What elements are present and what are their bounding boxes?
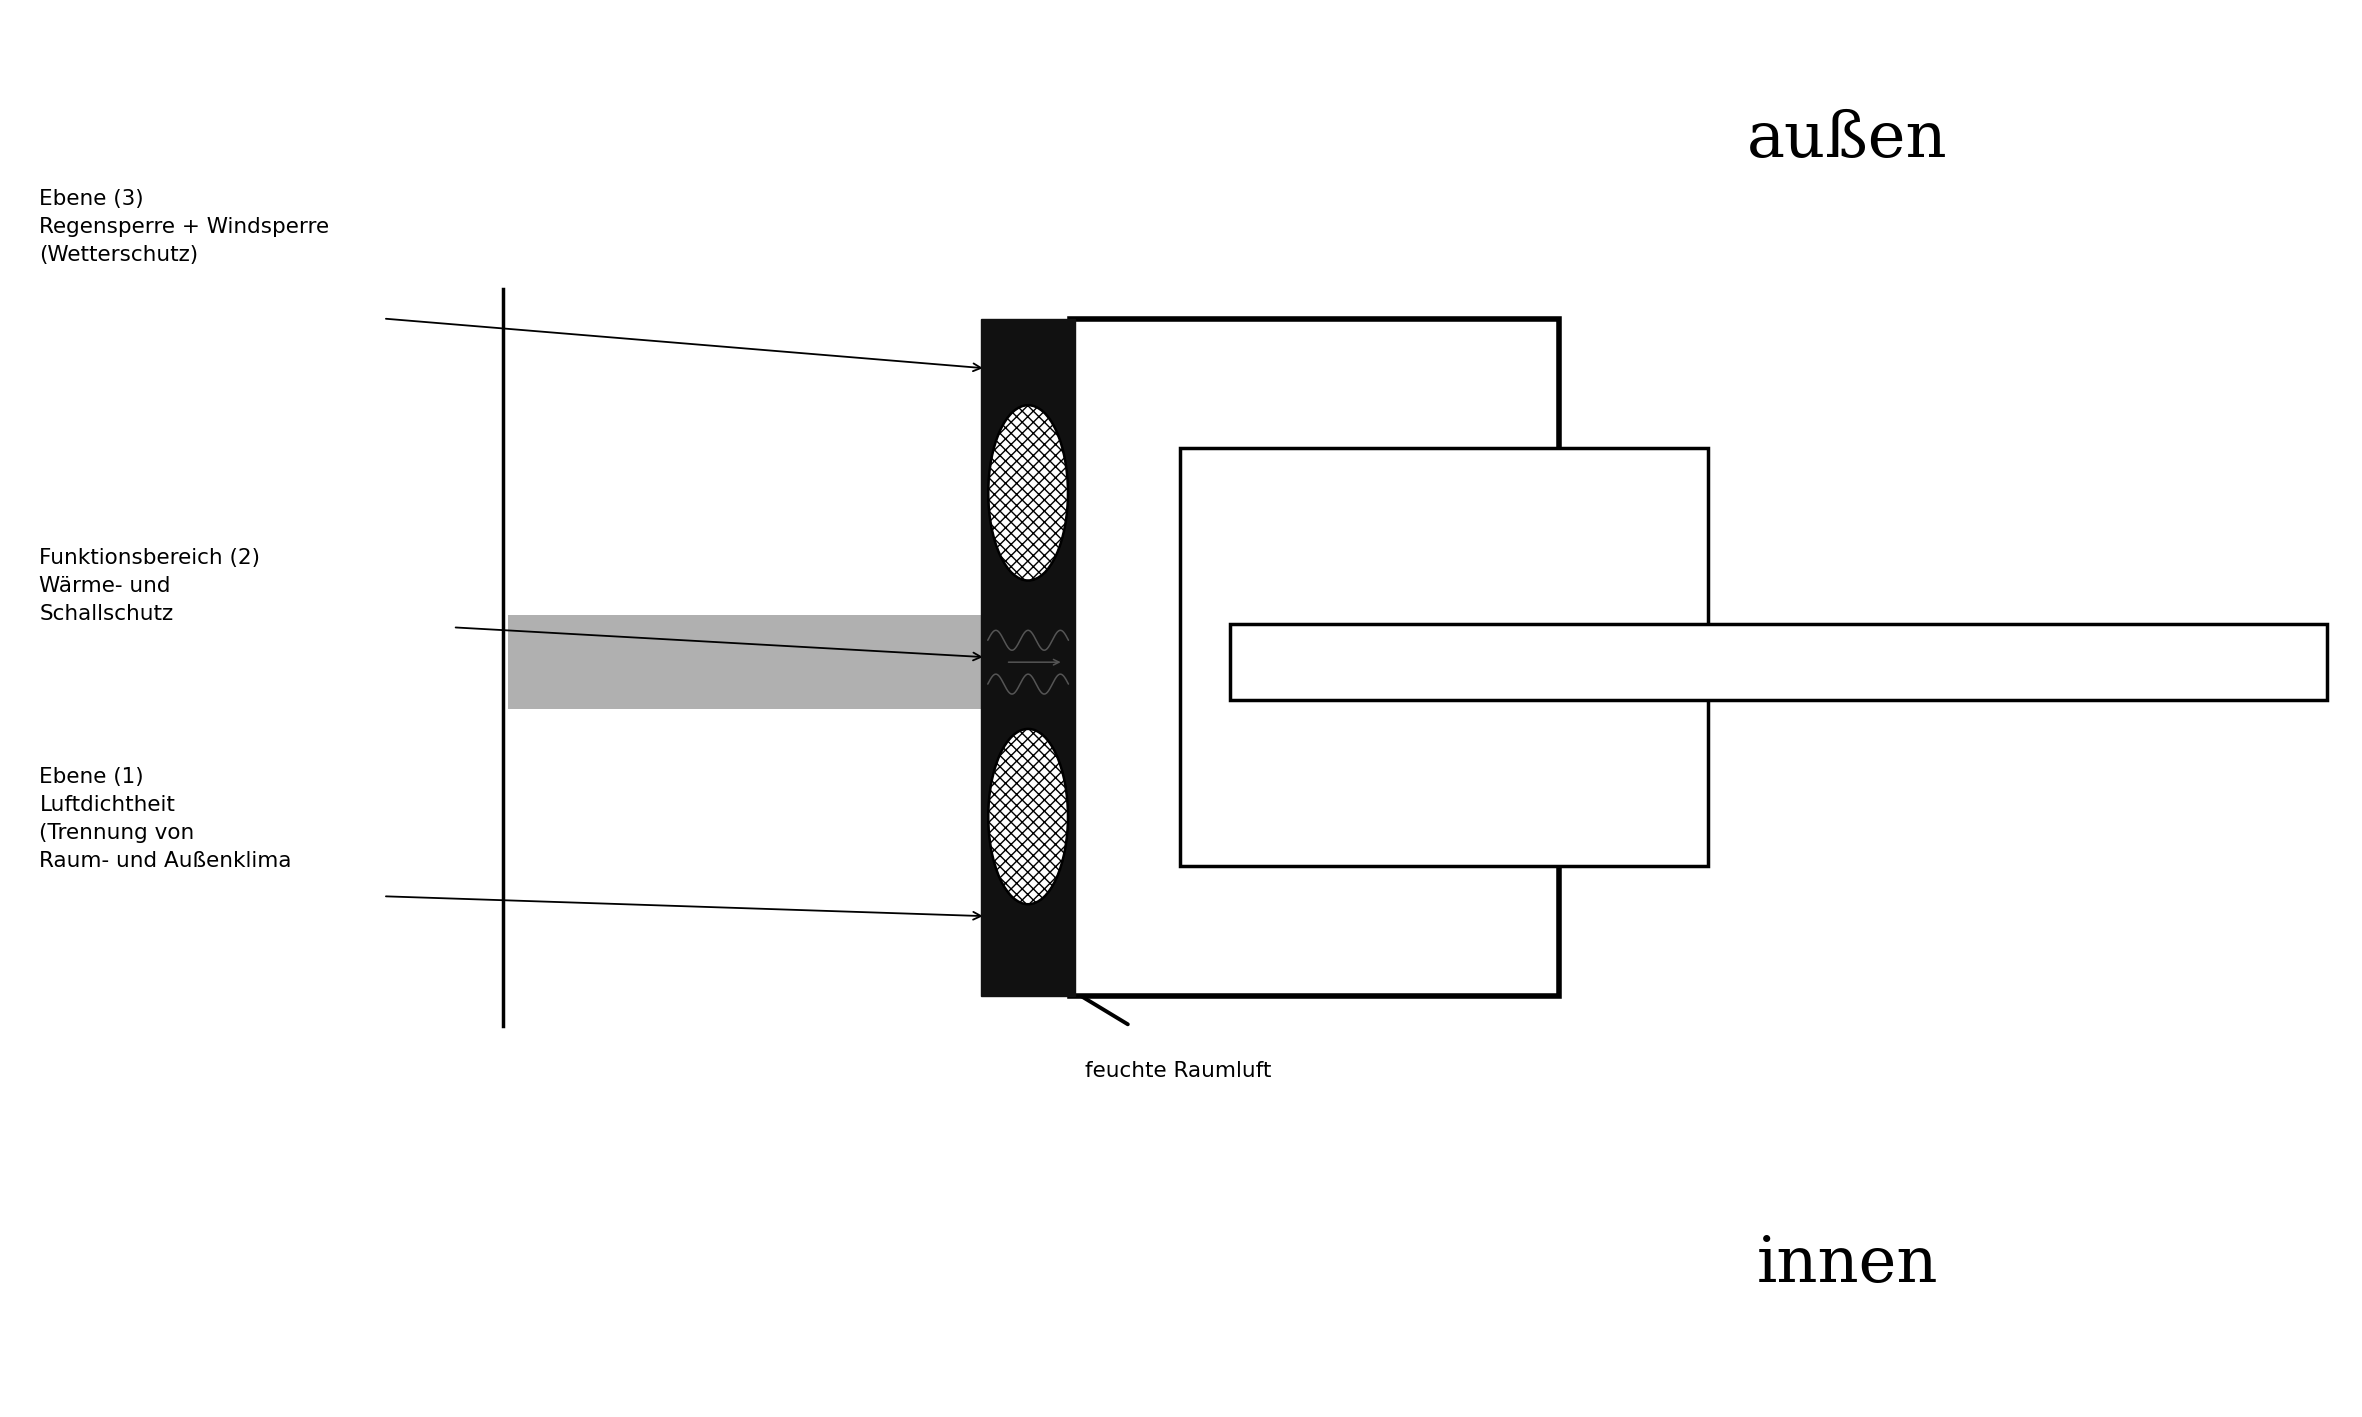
Bar: [1181, 448, 1708, 866]
Bar: [1231, 625, 2327, 700]
Ellipse shape: [987, 405, 1068, 581]
Ellipse shape: [987, 405, 1068, 581]
Text: feuchte Raumluft: feuchte Raumluft: [1087, 1060, 1271, 1081]
Text: außen: außen: [1748, 109, 1949, 170]
Bar: [508, 615, 1129, 710]
Bar: [980, 319, 1075, 996]
Text: Ebene (1)
Luftdichtheit
(Trennung von
Raum- und Außenklima: Ebene (1) Luftdichtheit (Trennung von Ra…: [40, 767, 293, 871]
Text: Ebene (3)
Regensperre + Windsperre
(Wetterschutz): Ebene (3) Regensperre + Windsperre (Wett…: [40, 188, 331, 265]
Bar: [1070, 319, 1559, 996]
Ellipse shape: [987, 728, 1068, 904]
Text: Funktionsbereich (2)
Wärme- und
Schallschutz: Funktionsbereich (2) Wärme- und Schallsc…: [40, 547, 260, 623]
Text: innen: innen: [1757, 1234, 1939, 1295]
Ellipse shape: [987, 728, 1068, 904]
